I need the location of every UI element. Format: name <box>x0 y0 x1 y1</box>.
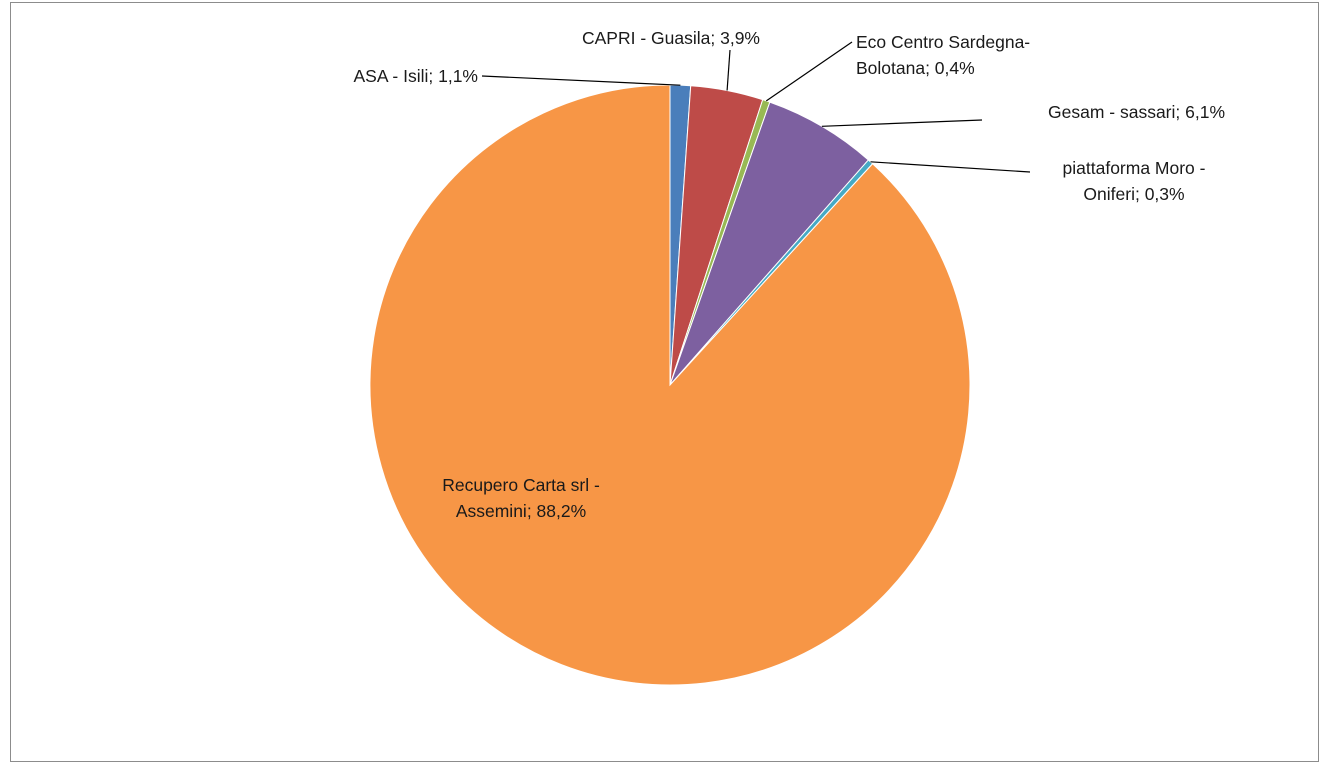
data-label-3-line-1: Eco Centro Sardegna- <box>856 32 1030 52</box>
data-label-5: piattaforma Moro - Oniferi; 0,3% <box>1063 158 1206 204</box>
data-label-1: ASA - Isili; 1,1% <box>354 66 479 86</box>
slices-layer <box>369 84 971 686</box>
data-label-5-line-2: Oniferi; 0,3% <box>1083 184 1184 204</box>
data-label-3-line-2: Bolotana; 0,4% <box>856 58 975 78</box>
data-label-4-line-1: Gesam - sassari; 6,1% <box>1048 102 1225 122</box>
data-label-6-line-1: Recupero Carta srl - <box>442 475 600 495</box>
data-label-2: CAPRI - Guasila; 3,9% <box>582 28 760 48</box>
leader-lines-layer <box>481 41 1031 173</box>
leader-line-4 <box>821 119 983 127</box>
data-label-6: Recupero Carta srl - Assemini; 88,2% <box>442 475 600 521</box>
data-label-6-line-2: Assemini; 88,2% <box>456 501 586 521</box>
pie-slice-6 <box>369 84 971 686</box>
labels-layer: ASA - Isili; 1,1% CAPRI - Guasila; 3,9% Ec… <box>354 28 1226 521</box>
data-label-4: Gesam - sassari; 6,1% <box>1048 102 1225 122</box>
data-label-3: Eco Centro Sardegna- Bolotana; 0,4% <box>856 32 1030 78</box>
data-label-5-line-1: piattaforma Moro - <box>1063 158 1206 178</box>
leader-line-3 <box>765 41 853 102</box>
leader-line-1 <box>481 75 681 86</box>
leader-line-2 <box>726 49 731 91</box>
data-label-1-line-1: ASA - Isili; 1,1% <box>354 66 479 86</box>
leader-line-5 <box>870 161 1031 173</box>
data-label-2-line-1: CAPRI - Guasila; 3,9% <box>582 28 760 48</box>
